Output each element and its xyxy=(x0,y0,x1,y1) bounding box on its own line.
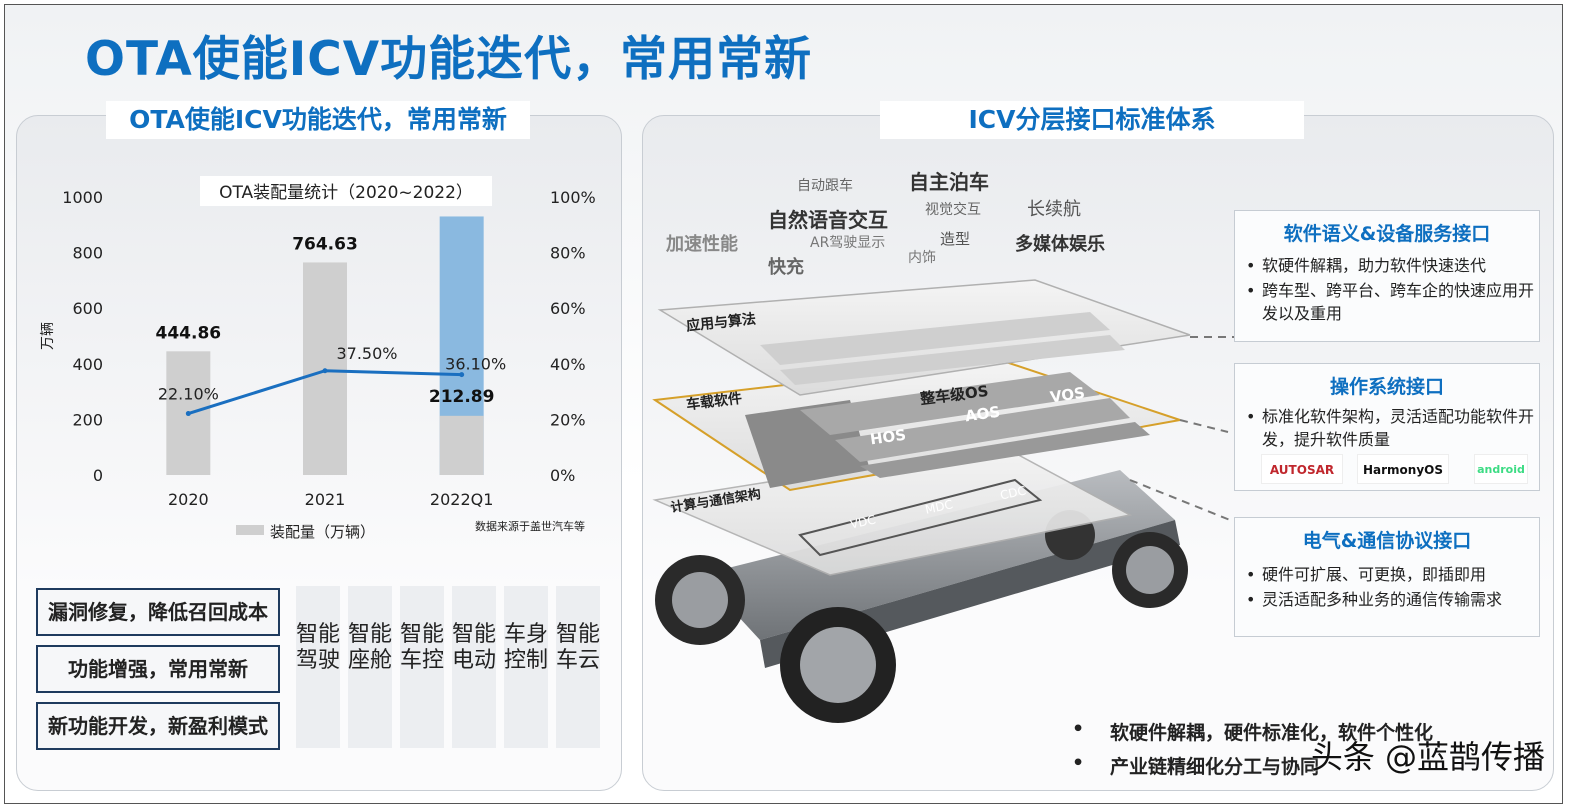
y-tick-label: 600 xyxy=(72,299,103,318)
cloud-auto-park: 自主泊车 xyxy=(909,170,989,194)
bar-value-label: 212.89 xyxy=(429,387,495,407)
box-title: 软件语义&设备服务接口 xyxy=(1283,223,1491,245)
y2-tick-label: 0% xyxy=(550,466,575,485)
line-point xyxy=(322,368,328,374)
interface-box-semantic: 软件语义&设备服务接口 软硬件解耦，助力软件快速迭代 跨车型、跨平台、跨车企的快… xyxy=(1234,210,1540,342)
box-title: 电气&通信协议接口 xyxy=(1302,530,1472,552)
feature-vuln-fix: 漏洞修复，降低召回成本 xyxy=(36,588,280,636)
y2-tick-label: 100% xyxy=(550,188,596,207)
bottom-bullet-marker: • xyxy=(1072,752,1085,774)
domain-vehicle-control: 智能车控 xyxy=(400,586,444,748)
bar-value-label: 444.86 xyxy=(156,323,222,343)
y2-tick-label: 60% xyxy=(550,299,586,318)
bar-value-label: 764.63 xyxy=(292,234,358,254)
domain-electric: 智能电动 xyxy=(452,586,496,748)
chassis-illustration xyxy=(655,470,1188,723)
feature-enhance: 功能增强，常用常新 xyxy=(36,645,280,693)
box-title: 操作系统接口 xyxy=(1329,376,1444,398)
legend-swatch xyxy=(236,525,264,535)
cloud-fast-charge: 快充 xyxy=(768,257,804,278)
y-tick-label: 1000 xyxy=(62,188,103,207)
bottom-bullet-2: 产业链精细化分工与协同 xyxy=(1110,756,1320,778)
page-title: OTA使能ICV功能迭代，常用常新 xyxy=(85,32,813,87)
feature-new-dev: 新功能开发，新盈利模式 xyxy=(36,702,280,750)
watermark: 头条 @蓝鹊传播 xyxy=(1310,738,1545,776)
harmonyos-logo: HarmonyOS xyxy=(1357,454,1449,484)
cloud-accel: 加速性能 xyxy=(666,234,738,255)
bottom-bullet-marker: • xyxy=(1072,718,1085,740)
domain-smart-cockpit: 智能座舱 xyxy=(348,586,392,748)
cloud-range: 长续航 xyxy=(1027,199,1081,220)
y2-tick-label: 80% xyxy=(550,244,586,263)
autosar-logo: AUTOSAR xyxy=(1261,454,1343,484)
left-panel-title: OTA使能ICV功能迭代，常用常新 xyxy=(106,101,530,139)
android-logo: android xyxy=(1474,454,1528,484)
domain-cloud: 智能车云 xyxy=(556,586,600,748)
line-value-label: 36.10% xyxy=(445,355,506,374)
bar xyxy=(439,415,484,475)
x-tick-label: 2022Q1 xyxy=(430,490,494,509)
y2-tick-label: 40% xyxy=(550,355,586,374)
cloud-visual: 视觉交互 xyxy=(925,202,981,218)
cloud-interior: 内饰 xyxy=(908,250,936,266)
chart-title: OTA装配量统计（2020~2022） xyxy=(219,183,473,203)
cloud-multimedia: 多媒体娱乐 xyxy=(1015,234,1105,255)
box-item: 硬件可扩展、可更换，即插即用 xyxy=(1235,563,1539,586)
legend-label: 装配量（万辆） xyxy=(270,523,375,541)
cloud-ar: AR驾驶显示 xyxy=(810,235,886,251)
y-tick-label: 200 xyxy=(72,410,103,429)
cloud-auto-follow: 自动跟车 xyxy=(797,178,853,194)
domain-body-control: 车身控制 xyxy=(504,586,548,748)
line-value-label: 22.10% xyxy=(158,385,219,404)
y-axis-label: 万辆 xyxy=(40,322,56,350)
chart-title-bg xyxy=(200,176,492,206)
line-point xyxy=(459,372,465,378)
layer-vehicle-software xyxy=(652,358,1181,492)
source-note: 数据来源于盖世汽车等 xyxy=(475,519,585,533)
box-item: 灵活适配多种业务的通信传输需求 xyxy=(1235,588,1539,611)
y-tick-label: 800 xyxy=(72,244,103,263)
right-panel-title: ICV分层接口标准体系 xyxy=(880,101,1304,139)
y-tick-label: 0 xyxy=(93,466,103,485)
cloud-nlp: 自然语音交互 xyxy=(768,208,888,232)
box-item: 软硬件解耦，助力软件快速迭代 xyxy=(1235,254,1539,277)
box-item: 跨车型、跨平台、跨车企的快速应用开发以及重用 xyxy=(1235,279,1539,325)
x-tick-label: 2021 xyxy=(305,490,346,509)
domain-smart-driving: 智能驾驶 xyxy=(296,586,340,748)
y2-tick-label: 20% xyxy=(550,410,586,429)
interface-box-electrical: 电气&通信协议接口 硬件可扩展、可更换，即插即用 灵活适配多种业务的通信传输需求 xyxy=(1234,517,1540,637)
box-item: 标准化软件架构，灵活适配功能软件开发，提升软件质量 xyxy=(1235,405,1539,451)
connector-lines xyxy=(1129,336,1234,521)
cloud-styling: 造型 xyxy=(940,230,971,248)
layer-app-algorithm xyxy=(657,279,1191,396)
line-value-label: 37.50% xyxy=(336,344,397,363)
x-tick-label: 2020 xyxy=(168,490,209,509)
bottom-bullet-1: 软硬件解耦，硬件标准化，软件个性化 xyxy=(1110,722,1434,744)
y-tick-label: 400 xyxy=(72,355,103,374)
line-point xyxy=(185,411,191,417)
